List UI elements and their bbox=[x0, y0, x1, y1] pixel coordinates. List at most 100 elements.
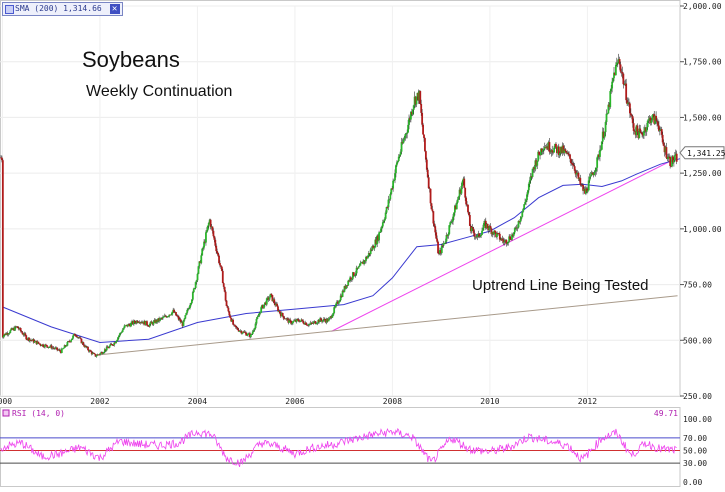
up-candle bbox=[180, 322, 183, 323]
up-candle bbox=[280, 312, 283, 317]
down-candle bbox=[619, 64, 622, 72]
down-candle bbox=[298, 321, 301, 322]
down-candle bbox=[212, 230, 215, 237]
up-candle bbox=[259, 312, 262, 314]
price-candles bbox=[0, 53, 678, 358]
up-candle bbox=[378, 232, 380, 241]
up-candle bbox=[408, 118, 410, 125]
price-tick-label: 1,500.00 bbox=[683, 113, 722, 122]
up-candle bbox=[327, 318, 330, 322]
up-candle bbox=[242, 331, 245, 333]
close-icon[interactable]: ✕ bbox=[109, 3, 120, 14]
down-candle bbox=[510, 239, 512, 241]
down-candle bbox=[1, 157, 3, 161]
down-candle bbox=[43, 346, 45, 348]
down-candle bbox=[165, 316, 168, 318]
up-candle bbox=[398, 155, 401, 157]
up-candle bbox=[480, 234, 482, 236]
down-candle bbox=[176, 315, 179, 317]
up-candle bbox=[646, 120, 649, 128]
up-candle bbox=[292, 321, 294, 324]
down-candle bbox=[25, 335, 28, 340]
down-candle bbox=[421, 112, 424, 125]
down-candle bbox=[240, 330, 243, 334]
up-candle bbox=[197, 266, 200, 274]
up-candle bbox=[23, 333, 26, 336]
down-candle bbox=[571, 163, 574, 166]
up-candle bbox=[194, 282, 197, 289]
down-candle bbox=[368, 253, 371, 255]
sma-indicator-tag[interactable]: SMA (200) 1,314.66 ✕ bbox=[2, 2, 123, 16]
price-tick-label: 1,250.00 bbox=[683, 169, 722, 178]
up-candle bbox=[439, 250, 441, 254]
down-candle bbox=[306, 324, 308, 326]
down-candle bbox=[249, 333, 251, 337]
down-candle bbox=[581, 184, 584, 186]
down-candle bbox=[475, 236, 478, 238]
up-candle bbox=[15, 326, 18, 328]
up-candle bbox=[339, 295, 342, 301]
down-candle bbox=[562, 145, 565, 153]
rsi-tick-label: 0.00 bbox=[683, 478, 702, 487]
up-candle bbox=[363, 260, 366, 265]
up-candle bbox=[578, 177, 581, 179]
down-candle bbox=[419, 91, 422, 105]
up-candle bbox=[153, 319, 156, 322]
up-candle bbox=[440, 245, 443, 254]
down-candle bbox=[630, 115, 633, 117]
up-candle bbox=[354, 273, 357, 276]
down-candle bbox=[486, 223, 489, 229]
down-candle bbox=[489, 225, 492, 229]
down-candle bbox=[620, 71, 623, 73]
up-candle bbox=[205, 232, 207, 243]
down-candle bbox=[57, 349, 59, 351]
up-candle bbox=[48, 346, 51, 348]
down-candle bbox=[169, 314, 172, 316]
axes: 2,000.00 1,750.00 1,500.00 1,250.00 1,000.00… bbox=[0, 2, 725, 406]
down-candle bbox=[69, 341, 72, 343]
down-candle bbox=[626, 100, 629, 104]
down-candle bbox=[218, 255, 220, 264]
down-candle bbox=[427, 177, 430, 189]
down-candle bbox=[366, 257, 368, 259]
up-candle bbox=[293, 320, 295, 322]
down-candle bbox=[213, 236, 216, 240]
up-candle bbox=[367, 253, 370, 256]
down-candle bbox=[281, 312, 284, 316]
up-candle bbox=[118, 333, 121, 336]
up-candle bbox=[594, 171, 597, 173]
up-candle bbox=[315, 323, 318, 325]
down-candle bbox=[220, 266, 223, 271]
down-candle bbox=[16, 326, 19, 328]
down-candle bbox=[326, 318, 329, 322]
down-candle bbox=[492, 232, 495, 235]
up-candle bbox=[540, 148, 542, 156]
up-candle bbox=[115, 341, 117, 344]
down-candle bbox=[584, 188, 586, 194]
up-candle bbox=[357, 266, 360, 269]
up-candle bbox=[554, 143, 556, 148]
up-candle bbox=[413, 96, 416, 106]
down-candle bbox=[158, 318, 161, 321]
up-candle bbox=[508, 236, 511, 242]
down-candle bbox=[340, 295, 343, 297]
down-candle bbox=[509, 236, 512, 240]
up-candle bbox=[536, 160, 539, 166]
down-candle bbox=[13, 328, 15, 331]
up-candle bbox=[526, 194, 528, 201]
down-candle bbox=[314, 321, 317, 324]
up-candle bbox=[257, 315, 260, 317]
time-tick-label: 2002 bbox=[90, 397, 109, 406]
down-candle bbox=[557, 146, 560, 156]
down-candle bbox=[437, 241, 439, 254]
up-candle bbox=[201, 248, 204, 256]
up-candle bbox=[526, 190, 529, 195]
up-candle bbox=[470, 227, 473, 232]
down-candle bbox=[409, 118, 411, 120]
up-candle bbox=[527, 183, 530, 191]
down-candle bbox=[79, 337, 82, 339]
up-candle bbox=[333, 307, 336, 313]
up-candle bbox=[8, 332, 11, 334]
down-candle bbox=[364, 260, 366, 262]
up-candle bbox=[371, 245, 374, 251]
